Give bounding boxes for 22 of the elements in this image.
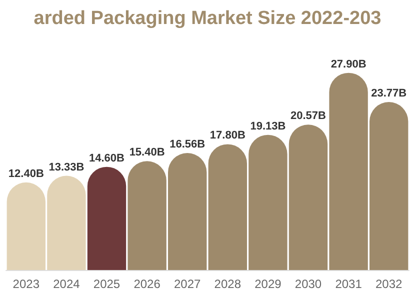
x-tick-label: 2032 xyxy=(376,277,403,291)
x-tick-label: 2023 xyxy=(12,277,40,291)
data-label: 16.56B xyxy=(170,138,206,150)
data-label: 19.13B xyxy=(250,120,286,132)
data-label: 15.40B xyxy=(129,146,165,159)
x-tick-label: 2026 xyxy=(134,277,161,291)
data-label: 14.60B xyxy=(89,152,125,164)
data-label: 23.77B xyxy=(371,88,407,100)
x-tick-label: 2027 xyxy=(174,277,202,291)
data-label: 17.80B xyxy=(210,130,246,142)
bar xyxy=(87,166,126,270)
data-label: 20.57B xyxy=(290,110,326,122)
chart-title: arded Packaging Market Size 2022-203 xyxy=(34,8,382,29)
x-tick-label: 2029 xyxy=(254,277,282,291)
data-label: 27.90B xyxy=(330,58,366,70)
data-label: 12.40B xyxy=(8,168,44,180)
x-tick-label: 2024 xyxy=(53,277,80,291)
x-tick-label: 2031 xyxy=(335,277,362,291)
x-tick-label: 2028 xyxy=(214,277,242,291)
x-tick-label: 2025 xyxy=(93,277,120,291)
x-tick-label: 2030 xyxy=(294,277,322,291)
data-label: 13.33B xyxy=(48,161,84,174)
